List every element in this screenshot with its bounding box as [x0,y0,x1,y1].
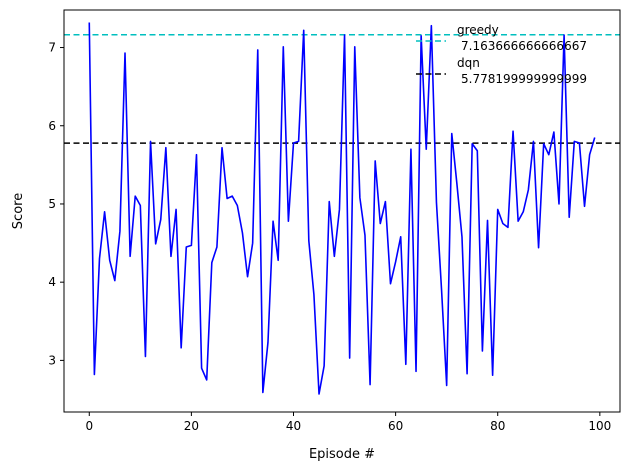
x-tick-label: 40 [286,419,301,433]
plot-area [64,22,620,395]
y-tick-label: 7 [48,41,56,55]
y-tick-label: 3 [48,353,56,367]
y-tick-label: 6 [48,119,56,133]
y-tick-label: 5 [48,197,56,211]
legend-value-dqn: 5.778199999999999 [461,72,587,86]
x-tick-label: 100 [588,419,611,433]
legend: greedy 7.163666666666667 dqn 5.778199999999… [416,23,587,86]
y-axis-label: Score [11,193,26,229]
y-axis: 3 4 5 6 7 [48,41,64,367]
y-tick-label: 4 [48,275,56,289]
x-tick-label: 60 [388,419,403,433]
x-tick-label: 80 [490,419,505,433]
x-tick-label: 0 [85,419,93,433]
axes-frame [63,9,621,413]
legend-label-greedy: greedy [457,23,499,37]
x-tick-label: 20 [184,419,199,433]
x-axis: 0 20 40 60 80 100 [85,412,611,433]
x-axis-label: Episode # [309,447,375,462]
legend-value-greedy: 7.163666666666667 [461,39,587,53]
series-line-0 [88,22,596,395]
legend-label-dqn: dqn [457,56,480,70]
